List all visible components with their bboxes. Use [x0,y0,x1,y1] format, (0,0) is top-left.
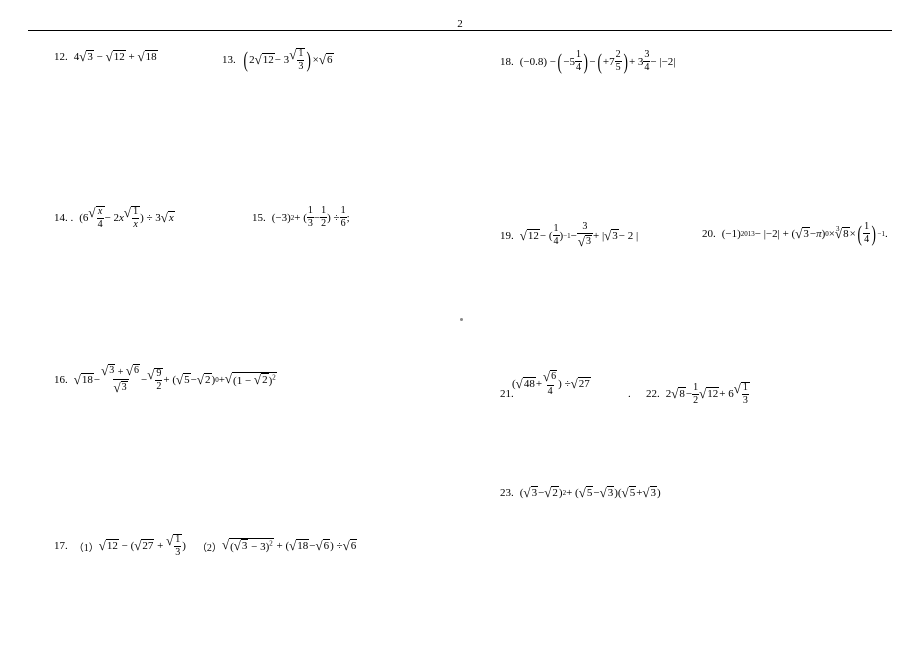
equation: ( 2√12 − 3√13 ) ×√6 [242,48,334,72]
problem-number: 14. . [54,212,73,224]
equation-1: √12 − (√27 + √13) [99,534,186,558]
problem-20: 20. (−1)2013 − |−2| + (√3 − π)0 × 3√8 × … [702,222,888,245]
problem-number: 21. [500,388,514,400]
problem-19: 19. √12 − (14)−1 − 3√3 + | √3 − 2 | [500,222,638,249]
equation: (−0.8) − (−514) − (+725) + 334 − |−2| [520,50,676,73]
problem-21-num: 21. [500,388,520,400]
problem-14: 14. . (6√x4 − 2x√1x) ÷ 3√x [54,206,175,230]
problem-number: 16. [54,374,68,386]
problem-number: 12. [54,51,68,63]
problem-number: 19. [500,230,514,242]
problem-21-dot: . [628,388,631,400]
problem-number: 23. [500,487,514,499]
period: . [628,388,631,400]
problem-number: 15. [252,212,266,224]
equation: 2√8 − 12√12 + 6√13 [666,382,750,406]
problem-number: 22. [646,388,660,400]
page-top-rule [28,30,892,31]
center-dot [460,318,463,321]
problem-17: 17. （1） √12 − (√27 + √13) （2） √(√3 − 3)2… [54,534,357,558]
equation: (√3 − √2)2 + (√5 − √3)(√5 + √3) [520,486,661,499]
problem-number: 20. [702,228,716,240]
problem-21: (√48 + √64) ÷ √27 [512,370,591,397]
equation-2: √(√3 − 3)2 + (√18 − √6) ÷ √6 [222,538,357,553]
problem-number: 13. [222,54,236,66]
problem-18: 18. (−0.8) − (−514) − (+725) + 334 − |−2… [500,50,675,73]
page-number: 2 [457,18,463,30]
equation: √12 − (14)−1 − 3√3 + | √3 − 2 | [520,222,638,249]
problem-number: 17. [54,540,68,552]
sub-label-1: （1） [74,539,99,554]
equation: √18 − √3 + √6√3 − √92 + (√5 − √2)0 + √(1… [74,364,277,395]
sub-label-2: （2） [197,539,222,554]
problem-23: 23. (√3 − √2)2 + (√5 − √3)(√5 + √3) [500,486,661,499]
problem-16: 16. √18 − √3 + √6√3 − √92 + (√5 − √2)0 +… [54,364,277,395]
problem-13: 13. ( 2√12 − 3√13 ) ×√6 [222,48,334,72]
equation: (−3)2 + (13 − 12) ÷ 16 ; [272,206,350,229]
equation: (6√x4 − 2x√1x) ÷ 3√x [79,206,175,230]
equation: 4√3 − √12 + √18 [74,50,158,63]
problem-22: 22. 2√8 − 12√12 + 6√13 [646,382,750,406]
equation: (−1)2013 − |−2| + (√3 − π)0 × 3√8 × (14)… [722,222,888,245]
problem-12: 12. 4√3 − √12 + √18 [54,50,158,63]
problem-15: 15. (−3)2 + (13 − 12) ÷ 16 ; [252,206,350,229]
equation: (√48 + √64) ÷ √27 [512,370,591,397]
problem-number: 18. [500,56,514,68]
